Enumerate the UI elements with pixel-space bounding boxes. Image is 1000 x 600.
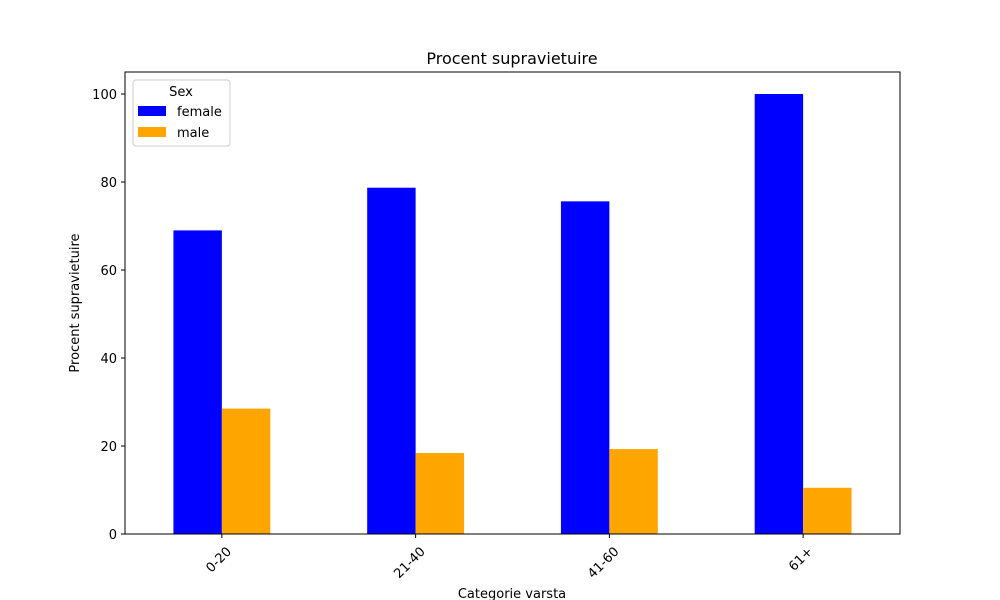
y-tick-label: 60 xyxy=(100,264,117,279)
y-axis-label: Procent supravietuire xyxy=(68,233,83,372)
bar-female-41-60 xyxy=(560,201,610,535)
y-tick-label: 40 xyxy=(100,352,117,367)
legend: Sex female male xyxy=(132,79,231,147)
bar-male-0-20 xyxy=(221,408,271,534)
bar-male-21-40 xyxy=(415,453,465,534)
x-tick-label: 21-40 xyxy=(391,544,428,581)
bars-group xyxy=(173,94,852,535)
x-tick-label: 61+ xyxy=(786,544,816,574)
x-axis-label: Categorie varsta xyxy=(458,587,566,600)
plot-frame xyxy=(124,71,901,535)
y-tick-label: 80 xyxy=(100,176,117,191)
y-tick-label: 0 xyxy=(109,528,117,543)
legend-swatch-male xyxy=(138,127,166,137)
bar-female-61+ xyxy=(754,94,804,534)
chart-title: Procent supravietuire xyxy=(426,49,597,68)
y-tick-label: 20 xyxy=(100,440,117,455)
x-axis: 0-20 21-40 41-60 61+ xyxy=(203,534,816,582)
y-axis: 0 20 40 60 80 100 xyxy=(92,88,125,543)
y-tick-label: 100 xyxy=(92,88,117,103)
bar-male-41-60 xyxy=(609,449,658,534)
bar-female-0-20 xyxy=(173,230,222,534)
legend-label-female: female xyxy=(177,105,222,120)
x-tick-label: 41-60 xyxy=(585,544,622,581)
legend-title: Sex xyxy=(169,85,193,100)
x-tick-label: 0-20 xyxy=(203,544,234,575)
legend-swatch-female xyxy=(138,106,166,116)
legend-label-male: male xyxy=(177,126,209,141)
bar-female-21-40 xyxy=(367,187,416,534)
bar-male-61+ xyxy=(803,487,852,534)
